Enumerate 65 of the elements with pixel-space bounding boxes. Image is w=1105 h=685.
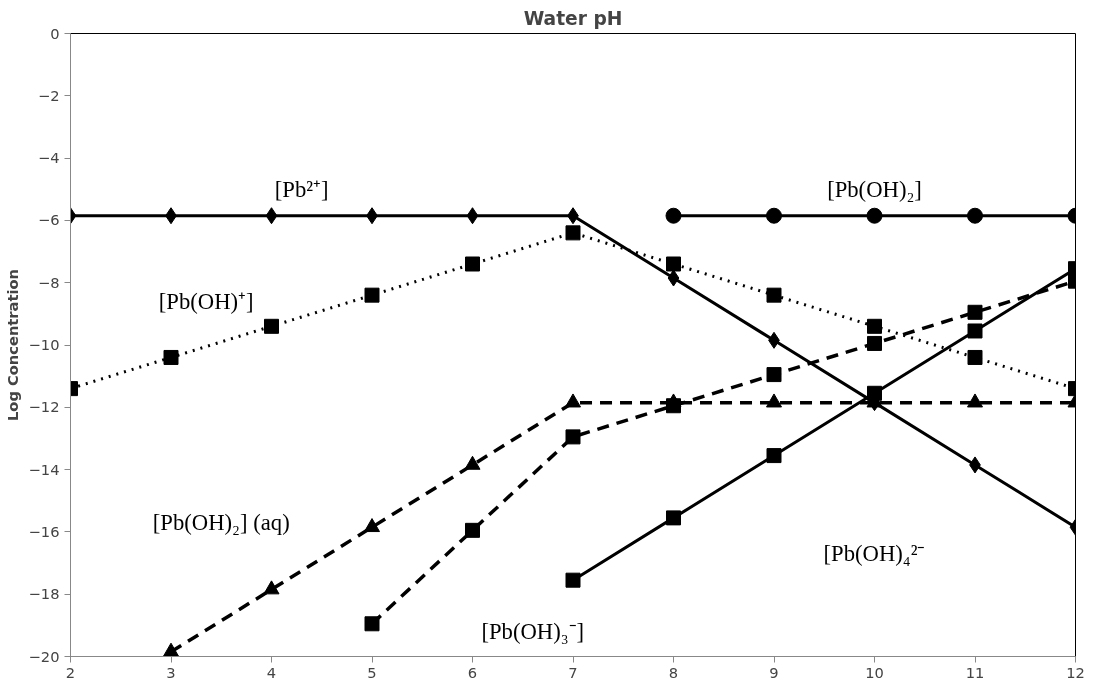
point	[666, 398, 681, 414]
point	[666, 256, 681, 272]
x-tick-label: 7	[568, 663, 578, 681]
point	[766, 287, 782, 303]
annotation: [Pb(OH)₄²⁻	[823, 541, 926, 567]
point	[465, 522, 480, 538]
annotation: [Pb(OH)₂] (aq)	[152, 510, 290, 536]
point	[264, 318, 279, 334]
y-tick-label: −18	[28, 585, 60, 603]
point	[766, 448, 782, 464]
y-tick-label: −4	[37, 149, 60, 167]
y-tick-label: −12	[28, 398, 60, 416]
point	[565, 393, 581, 408]
y-tick-label: −14	[28, 460, 60, 478]
point	[565, 572, 581, 588]
point	[163, 349, 179, 365]
point	[565, 225, 581, 241]
point	[364, 616, 380, 632]
point	[667, 269, 680, 287]
point	[967, 323, 983, 339]
point	[766, 207, 782, 224]
annotation: [Pb(OH)⁺]	[158, 288, 254, 314]
point	[464, 455, 481, 470]
point	[867, 385, 882, 401]
point	[867, 335, 882, 351]
point	[163, 642, 179, 657]
point	[666, 510, 681, 526]
point	[766, 367, 782, 383]
annotation: [Pb(OH)₃⁻]	[481, 619, 585, 645]
point	[263, 580, 280, 595]
chart-title: Water pH	[523, 7, 623, 29]
x-tick-label: 10	[865, 663, 884, 681]
y-tick-label: −20	[28, 647, 60, 665]
point	[967, 207, 983, 224]
x-tick-label: 3	[166, 663, 176, 681]
y-tick-label: −2	[37, 86, 60, 104]
point	[665, 207, 682, 224]
point	[466, 207, 479, 225]
x-tick-label: 11	[965, 663, 985, 681]
annotation: [Pb(OH)₂]	[827, 176, 922, 202]
point	[866, 207, 883, 224]
y-tick-label: −10	[28, 336, 60, 353]
y-tick-label: 0	[50, 24, 60, 42]
point	[265, 207, 278, 225]
x-tick-label: 12	[1066, 663, 1085, 681]
point	[967, 304, 983, 320]
point	[967, 393, 983, 408]
y-tick-label: −16	[28, 522, 60, 540]
point	[565, 429, 581, 445]
point	[766, 393, 782, 408]
x-tick-label: 9	[769, 663, 779, 681]
point	[465, 256, 480, 272]
point	[364, 287, 380, 303]
point	[364, 518, 380, 533]
point	[967, 349, 983, 365]
x-tick-label: 5	[367, 663, 377, 681]
y-axis-title: Log Concentration	[3, 269, 21, 421]
annotation: [Pb²⁺]	[274, 176, 329, 202]
point	[867, 318, 882, 334]
y-tick-label: −6	[37, 211, 60, 229]
x-tick-label: 4	[266, 663, 277, 681]
y-tick-label: −8	[37, 273, 60, 291]
x-tick-label: 2	[65, 663, 76, 681]
x-tick-label: 8	[668, 663, 679, 681]
x-tick-label: 6	[467, 663, 478, 681]
